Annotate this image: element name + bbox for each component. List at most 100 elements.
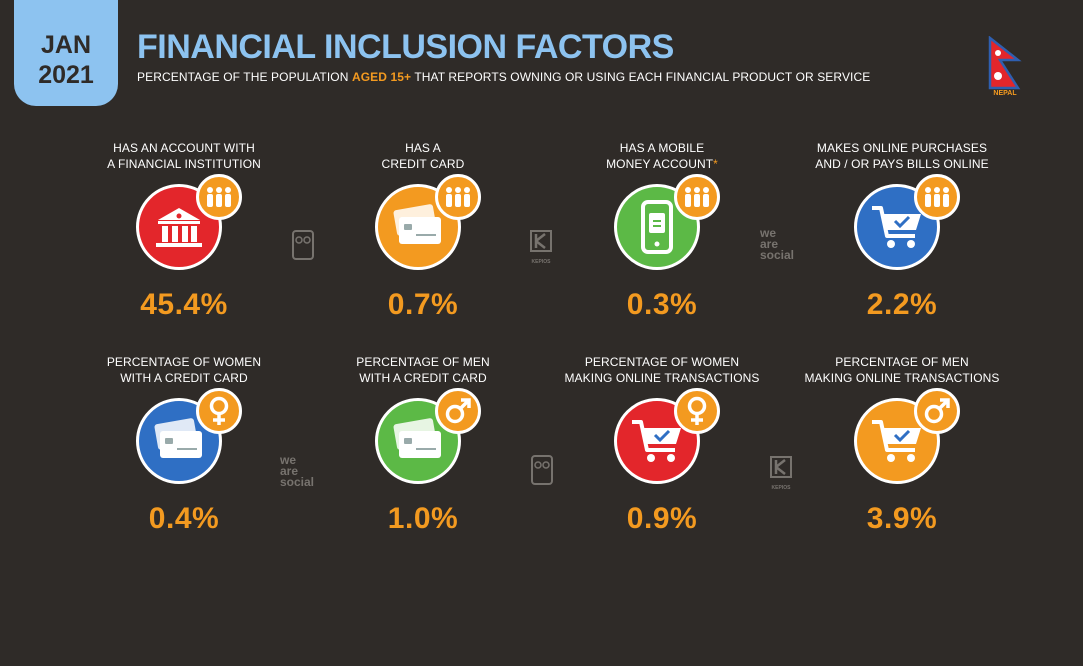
factor-label-line1: PERCENTAGE OF MEN: [356, 355, 490, 369]
watermark-we: we: [280, 453, 297, 467]
factor-card: PERCENTAGE OF WOMEN WITH A CREDIT CARD 0.4…: [84, 354, 284, 536]
factor-value: 0.4%: [148, 502, 220, 535]
shopping-cart-icon: [869, 416, 925, 466]
credit-card-icon: [150, 417, 208, 465]
factor-label-line2: MAKING ONLINE TRANSACTIONS: [802, 370, 1002, 386]
watermark-are: are: [280, 464, 299, 478]
factor-label-line2: CREDIT CARD: [323, 156, 523, 172]
page-title: FINANCIAL INCLUSION FACTORS: [137, 28, 674, 66]
factor-label-line1: MAKES ONLINE PURCHASES: [816, 141, 988, 155]
factor-label: MAKES ONLINE PURCHASES AND / OR PAYS BILL…: [802, 140, 1002, 174]
date-badge: JAN 2021: [14, 0, 118, 106]
kepios-logo: KEPIOS: [530, 230, 552, 268]
factor-card: HAS AN ACCOUNT WITH A FINANCIAL INSTITUTI…: [84, 140, 284, 322]
factor-card: HAS A CREDIT CARD 0.7%: [323, 140, 523, 322]
factor-label-line1: HAS A: [405, 141, 441, 155]
factor-label: PERCENTAGE OF MEN WITH A CREDIT CARD: [323, 354, 523, 388]
factor-icon-circle: [614, 398, 700, 484]
factor-label-line2-text: MAKING ONLINE TRANSACTIONS: [804, 371, 1000, 385]
factor-label-line1: PERCENTAGE OF MEN: [835, 355, 969, 369]
factor-icon-group: [842, 174, 962, 274]
watermark-social: social: [280, 475, 315, 489]
factor-icon-group: [363, 174, 483, 274]
female-icon: [207, 396, 231, 426]
country-label: NEPAL: [993, 90, 1017, 97]
factor-label-line2-text: AND / OR PAYS BILLS ONLINE: [815, 157, 989, 171]
factor-badge: [435, 174, 481, 220]
factor-badge: [674, 388, 720, 434]
factor-badge: [435, 388, 481, 434]
factor-label: HAS A MOBILE MONEY ACCOUNT*: [562, 140, 762, 174]
factor-icon-circle: [614, 184, 700, 270]
factor-label: PERCENTAGE OF WOMEN WITH A CREDIT CARD: [84, 354, 284, 388]
watermark-we: we: [760, 226, 777, 240]
factor-icon-group: [842, 388, 962, 488]
factor-card: PERCENTAGE OF WOMEN MAKING ONLINE TRANSAC…: [562, 354, 762, 536]
factor-label-line2: MAKING ONLINE TRANSACTIONS: [562, 370, 762, 386]
factor-label-line2-text: WITH A CREDIT CARD: [120, 371, 248, 385]
factor-icon-group: [602, 388, 722, 488]
factor-card: PERCENTAGE OF MEN WITH A CREDIT CARD 1.0%: [323, 354, 523, 536]
watermark-kepios: KEPIOS: [531, 259, 551, 265]
factor-badge: [914, 388, 960, 434]
nepal-flag-icon: [988, 36, 1022, 90]
watermark-kepios: KEPIOS: [771, 485, 791, 491]
people-icon: [443, 185, 473, 209]
people-icon: [204, 185, 234, 209]
factor-value: 0.9%: [626, 502, 698, 535]
factor-label: PERCENTAGE OF WOMEN MAKING ONLINE TRANSAC…: [562, 354, 762, 388]
watermark-are: are: [760, 237, 779, 251]
factor-label-line2: WITH A CREDIT CARD: [323, 370, 523, 386]
factor-label: HAS AN ACCOUNT WITH A FINANCIAL INSTITUTI…: [84, 140, 284, 174]
factor-label-line2-text: MAKING ONLINE TRANSACTIONS: [564, 371, 760, 385]
page-subtitle: PERCENTAGE OF THE POPULATION AGED 15+ TH…: [137, 70, 870, 84]
factor-icon-group: [602, 174, 722, 274]
factor-value: 0.3%: [626, 288, 698, 321]
factor-badge: [196, 388, 242, 434]
shopping-cart-icon: [869, 202, 925, 252]
factor-value: 0.7%: [387, 288, 459, 321]
factor-card: PERCENTAGE OF MEN MAKING ONLINE TRANSACTI…: [802, 354, 1002, 536]
factor-badge: [196, 174, 242, 220]
people-icon: [682, 185, 712, 209]
factor-label-line1: PERCENTAGE OF WOMEN: [584, 355, 740, 369]
male-icon: [923, 397, 951, 425]
factor-value: 45.4%: [140, 288, 228, 321]
people-icon: [922, 185, 952, 209]
factor-icon-group: [124, 388, 244, 488]
female-icon: [685, 396, 709, 426]
factor-icon-group: [124, 174, 244, 274]
factor-card: MAKES ONLINE PURCHASES AND / OR PAYS BILL…: [802, 140, 1002, 322]
factor-label-line2-text: CREDIT CARD: [381, 157, 465, 171]
factor-label-line2: A FINANCIAL INSTITUTION: [84, 156, 284, 172]
factor-label-line1: HAS AN ACCOUNT WITH: [113, 141, 255, 155]
factor-value: 2.2%: [866, 288, 938, 321]
factor-icon-group: [363, 388, 483, 488]
owl-logo-icon: [292, 230, 314, 262]
factor-value: 1.0%: [387, 502, 459, 535]
factor-label-line1: HAS A MOBILE: [619, 141, 705, 155]
date-year: 2021: [38, 61, 94, 89]
factor-label: PERCENTAGE OF MEN MAKING ONLINE TRANSACTI…: [802, 354, 1002, 388]
factor-badge: [914, 174, 960, 220]
factor-label-line2-text: A FINANCIAL INSTITUTION: [107, 157, 261, 171]
factor-label: HAS A CREDIT CARD: [323, 140, 523, 174]
factor-label-line2-text: WITH A CREDIT CARD: [359, 371, 487, 385]
factor-label-line2-text: MONEY ACCOUNT: [606, 157, 714, 171]
factor-label-line2: WITH A CREDIT CARD: [84, 370, 284, 386]
shopping-cart-icon: [629, 416, 685, 466]
we-are-social-logo: we are social: [280, 453, 315, 489]
mobile-money-icon: [637, 199, 677, 255]
bank-icon: [152, 200, 206, 254]
male-icon: [444, 397, 472, 425]
factor-label-line2: AND / OR PAYS BILLS ONLINE: [802, 156, 1002, 172]
factor-label-line2: MONEY ACCOUNT*: [562, 156, 762, 172]
factor-badge: [674, 174, 720, 220]
factor-card: HAS A MOBILE MONEY ACCOUNT* 0.3%: [562, 140, 762, 322]
credit-card-icon: [389, 203, 447, 251]
subtitle-post: THAT REPORTS OWNING OR USING EACH FINANC…: [411, 70, 871, 84]
factor-icon-circle: [375, 184, 461, 270]
date-month: JAN: [40, 31, 91, 59]
watermark-social: social: [760, 248, 795, 262]
owl-logo-icon: [531, 455, 553, 487]
